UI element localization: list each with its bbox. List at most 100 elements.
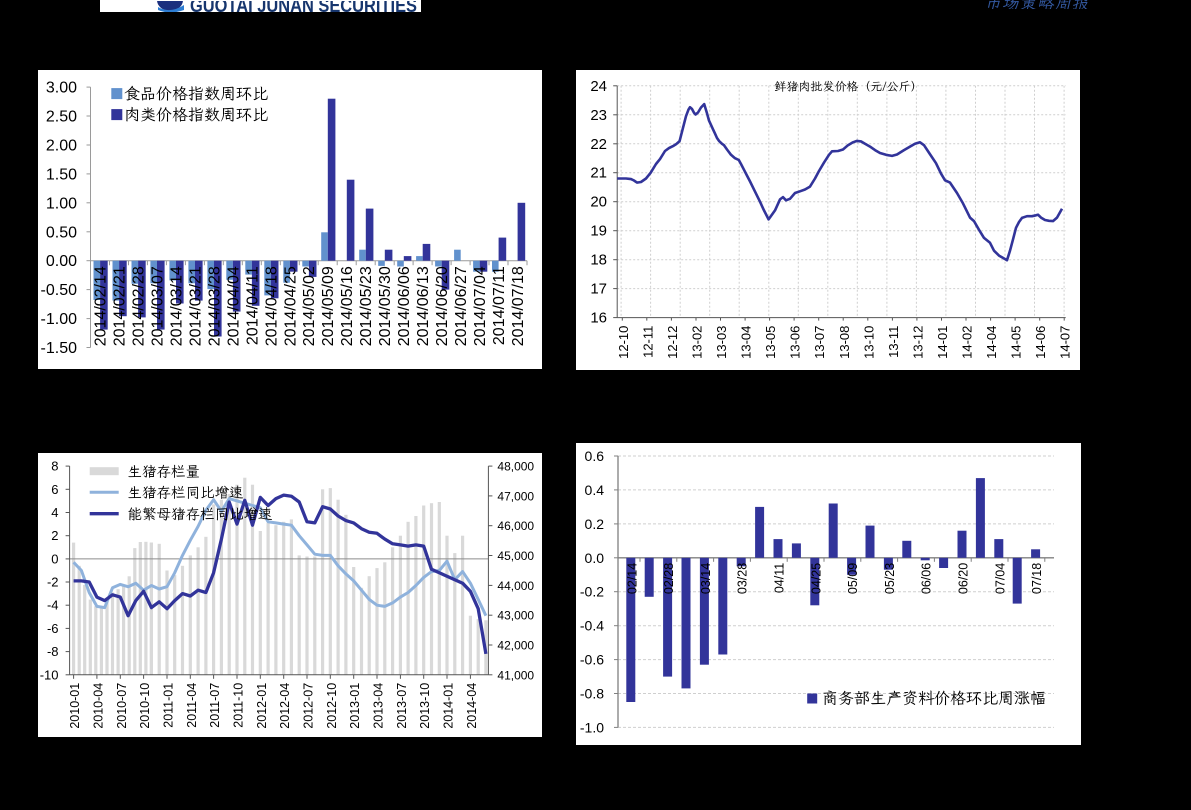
svg-text:13-11: 13-11	[886, 326, 901, 358]
svg-text:44,000: 44,000	[497, 579, 534, 593]
svg-text:2014/03/21: 2014/03/21	[187, 266, 204, 346]
svg-text:02/28: 02/28	[662, 563, 676, 594]
svg-text:2010-01: 2010-01	[68, 683, 82, 729]
svg-text:0.50: 0.50	[46, 224, 77, 241]
svg-text:2014/03/14: 2014/03/14	[168, 266, 185, 346]
svg-text:13-07: 13-07	[812, 326, 827, 359]
svg-text:2011-10: 2011-10	[232, 683, 246, 728]
svg-text:-10: -10	[40, 667, 59, 682]
svg-text:12-10: 12-10	[616, 326, 631, 359]
svg-text:13-08: 13-08	[837, 326, 852, 359]
svg-text:-0.50: -0.50	[41, 282, 78, 299]
svg-text:2013-10: 2013-10	[418, 683, 432, 729]
svg-text:-1.0: -1.0	[580, 719, 604, 735]
svg-text:2013-01: 2013-01	[348, 683, 362, 729]
svg-text:2014/07/18: 2014/07/18	[510, 266, 527, 346]
svg-text:0.0: 0.0	[585, 550, 605, 566]
svg-text:45,000: 45,000	[497, 549, 534, 563]
svg-text:04/11: 04/11	[773, 563, 787, 593]
svg-text:2014/05/23: 2014/05/23	[358, 266, 375, 346]
svg-text:2014/02/14: 2014/02/14	[93, 266, 110, 346]
svg-text:肉类价格指数周环比: 肉类价格指数周环比	[124, 103, 268, 125]
svg-text:2: 2	[51, 528, 58, 543]
svg-text:2.50: 2.50	[46, 109, 77, 126]
svg-text:2011-04: 2011-04	[185, 683, 199, 728]
svg-text:22: 22	[590, 136, 607, 153]
svg-text:2014/05/09: 2014/05/09	[320, 266, 337, 346]
svg-text:鲜猪肉批发价格（元/公斤）: 鲜猪肉批发价格（元/公斤）	[774, 80, 922, 95]
svg-text:14-06: 14-06	[1033, 326, 1048, 359]
svg-text:07/04: 07/04	[993, 563, 1007, 594]
svg-text:05/23: 05/23	[883, 563, 897, 594]
svg-text:-6: -6	[47, 621, 59, 636]
svg-text:2011-01: 2011-01	[162, 683, 176, 728]
svg-text:13-03: 13-03	[714, 326, 729, 359]
svg-text:42,000: 42,000	[497, 639, 534, 653]
svg-text:13-02: 13-02	[690, 326, 705, 359]
svg-text:0.2: 0.2	[585, 516, 605, 532]
svg-text:-0.4: -0.4	[580, 618, 604, 634]
svg-text:21: 21	[590, 165, 607, 182]
svg-text:3.00: 3.00	[46, 80, 77, 97]
svg-text:2014/05/16: 2014/05/16	[339, 266, 356, 346]
svg-text:2014/06/06: 2014/06/06	[396, 266, 413, 346]
svg-text:6: 6	[51, 482, 58, 497]
svg-text:2012-04: 2012-04	[278, 683, 292, 729]
svg-text:14-05: 14-05	[1009, 326, 1024, 359]
svg-text:1.00: 1.00	[46, 195, 77, 212]
svg-text:24: 24	[590, 78, 607, 95]
svg-text:20: 20	[590, 194, 607, 211]
svg-text:2014/04/11: 2014/04/11	[244, 266, 261, 345]
svg-text:2014/06/13: 2014/06/13	[415, 266, 432, 346]
svg-text:2014/05/30: 2014/05/30	[377, 266, 394, 346]
svg-text:2011-07: 2011-07	[208, 683, 222, 728]
svg-text:13-04: 13-04	[739, 326, 754, 359]
svg-text:13-10: 13-10	[861, 326, 876, 359]
svg-text:2014/07/11: 2014/07/11	[491, 266, 508, 345]
svg-text:4: 4	[51, 505, 58, 520]
svg-text:47,000: 47,000	[497, 489, 534, 503]
svg-text:2014/06/20: 2014/06/20	[434, 266, 451, 346]
svg-text:0.6: 0.6	[585, 448, 605, 464]
svg-text:2.00: 2.00	[46, 138, 77, 155]
svg-text:05/09: 05/09	[846, 563, 860, 594]
svg-text:12-12: 12-12	[665, 326, 680, 359]
svg-text:食品价格指数周环比: 食品价格指数周环比	[124, 82, 268, 104]
svg-text:48,000: 48,000	[497, 460, 534, 474]
svg-text:23: 23	[590, 107, 607, 124]
svg-text:46,000: 46,000	[497, 519, 534, 533]
svg-text:13-12: 13-12	[910, 326, 925, 359]
svg-text:2014-01: 2014-01	[442, 683, 456, 729]
svg-text:43,000: 43,000	[497, 609, 534, 623]
svg-text:16: 16	[590, 310, 607, 327]
svg-text:02/14: 02/14	[625, 563, 639, 594]
svg-text:-4: -4	[47, 598, 59, 613]
svg-text:2014/06/27: 2014/06/27	[453, 266, 470, 346]
svg-text:2012-07: 2012-07	[302, 683, 316, 729]
svg-text:19: 19	[590, 223, 607, 240]
svg-text:2014/07/04: 2014/07/04	[472, 266, 489, 346]
svg-text:18: 18	[590, 252, 607, 269]
svg-text:商务部生产资料价格环比周涨幅: 商务部生产资料价格环比周涨幅	[822, 687, 1046, 709]
svg-text:14-04: 14-04	[984, 326, 999, 359]
svg-text:-1.00: -1.00	[41, 311, 78, 328]
svg-text:2014/05/02: 2014/05/02	[301, 266, 318, 346]
svg-text:06/20: 06/20	[957, 563, 971, 594]
svg-text:17: 17	[590, 281, 607, 298]
svg-text:41,000: 41,000	[497, 668, 534, 682]
svg-text:14-07: 14-07	[1058, 326, 1073, 359]
svg-text:03/14: 03/14	[699, 563, 713, 594]
svg-text:2013-04: 2013-04	[372, 683, 386, 729]
svg-text:生猪存栏量: 生猪存栏量	[128, 463, 201, 482]
svg-text:06/06: 06/06	[920, 563, 934, 594]
svg-text:2014/02/28: 2014/02/28	[130, 266, 147, 346]
svg-text:2012-10: 2012-10	[325, 683, 339, 729]
svg-text:0: 0	[51, 551, 58, 566]
svg-text:2014-04: 2014-04	[465, 683, 479, 729]
svg-text:-2: -2	[47, 575, 59, 590]
svg-text:2013-07: 2013-07	[395, 683, 409, 729]
svg-text:能繁母猪存栏同比增速: 能繁母猪存栏同比增速	[128, 505, 273, 524]
svg-text:2014/04/04: 2014/04/04	[225, 266, 242, 346]
svg-text:0.00: 0.00	[46, 253, 77, 270]
svg-text:-0.2: -0.2	[580, 584, 604, 600]
